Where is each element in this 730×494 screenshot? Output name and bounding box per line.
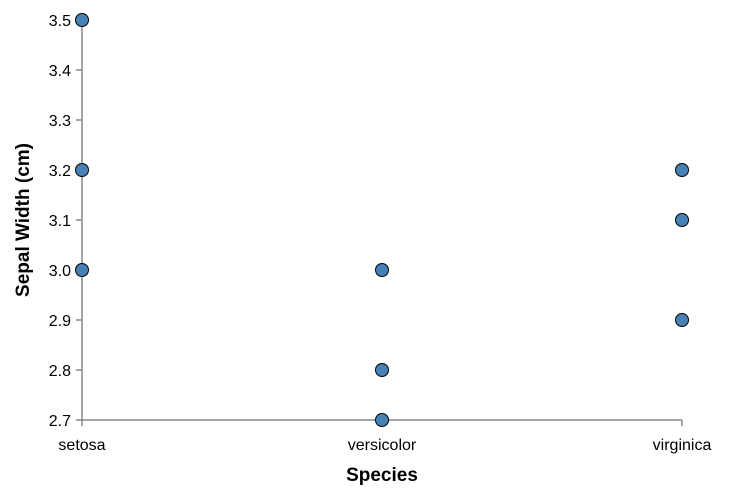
- data-points: [75, 13, 689, 427]
- data-point: [375, 413, 389, 427]
- y-tick-label: 2.7: [49, 413, 71, 430]
- data-point: [375, 363, 389, 377]
- y-tick-label: 2.8: [49, 363, 71, 380]
- y-tick-label: 3.4: [49, 63, 71, 80]
- data-point: [675, 213, 689, 227]
- y-tick-label: 3.2: [49, 163, 71, 180]
- y-tick-label: 3.3: [49, 113, 71, 130]
- data-point: [75, 263, 89, 277]
- y-tick-label: 3.0: [49, 263, 71, 280]
- x-axis-title: Species: [346, 465, 418, 486]
- data-point: [375, 263, 389, 277]
- data-point: [75, 13, 89, 27]
- y-axis: 2.7 2.8 2.9 3.0 3.1 3.2 3.3 3.4 3.5: [49, 13, 83, 430]
- data-point: [675, 313, 689, 327]
- y-tick-label: 2.9: [49, 313, 71, 330]
- x-tick-label: virginica: [653, 437, 712, 454]
- x-axis: setosa versicolor virginica: [58, 419, 712, 454]
- y-tick-label: 3.5: [49, 13, 71, 30]
- y-tick-label: 3.1: [49, 213, 71, 230]
- y-axis-title: Sepal Width (cm): [13, 143, 34, 297]
- x-tick-label: setosa: [58, 437, 105, 454]
- data-point: [675, 163, 689, 177]
- data-point: [75, 163, 89, 177]
- x-tick-label: versicolor: [348, 437, 417, 454]
